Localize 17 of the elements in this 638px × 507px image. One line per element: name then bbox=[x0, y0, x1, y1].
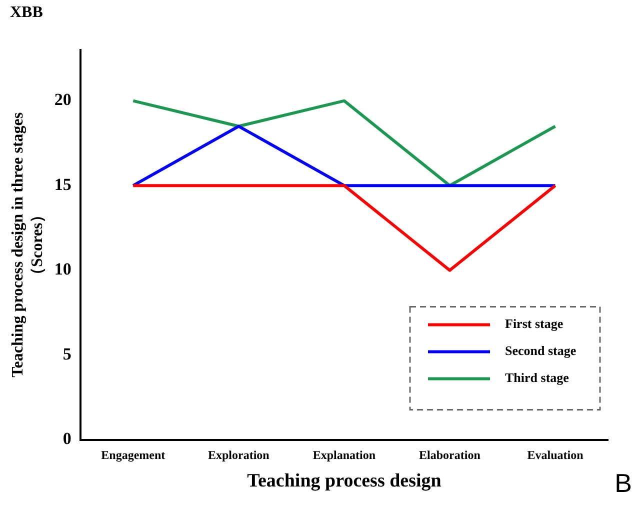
x-axis-title: Teaching process design bbox=[247, 470, 442, 492]
x-tick-label: Evaluation bbox=[527, 448, 584, 462]
x-tick-label: Exploration bbox=[208, 448, 270, 462]
legend-label: Third stage bbox=[505, 370, 570, 386]
y-tick-label: 15 bbox=[54, 174, 72, 194]
x-tick-label: Explanation bbox=[312, 448, 376, 462]
legend-label: First stage bbox=[505, 316, 564, 332]
y-tick-label: 20 bbox=[54, 90, 72, 110]
y-tick-label: 10 bbox=[54, 260, 72, 279]
y-axis-title: Teaching process design in three stages （Scores） bbox=[10, 112, 46, 378]
text: B bbox=[614, 468, 632, 499]
x-tick-label: Elaboration bbox=[419, 448, 481, 462]
y-tick-label: 5 bbox=[62, 344, 72, 364]
text: XBB bbox=[10, 4, 43, 22]
y-tick-label: 0 bbox=[62, 429, 72, 448]
legend-label: Second stage bbox=[505, 343, 576, 358]
x-tick-label: Engagement bbox=[101, 448, 166, 462]
